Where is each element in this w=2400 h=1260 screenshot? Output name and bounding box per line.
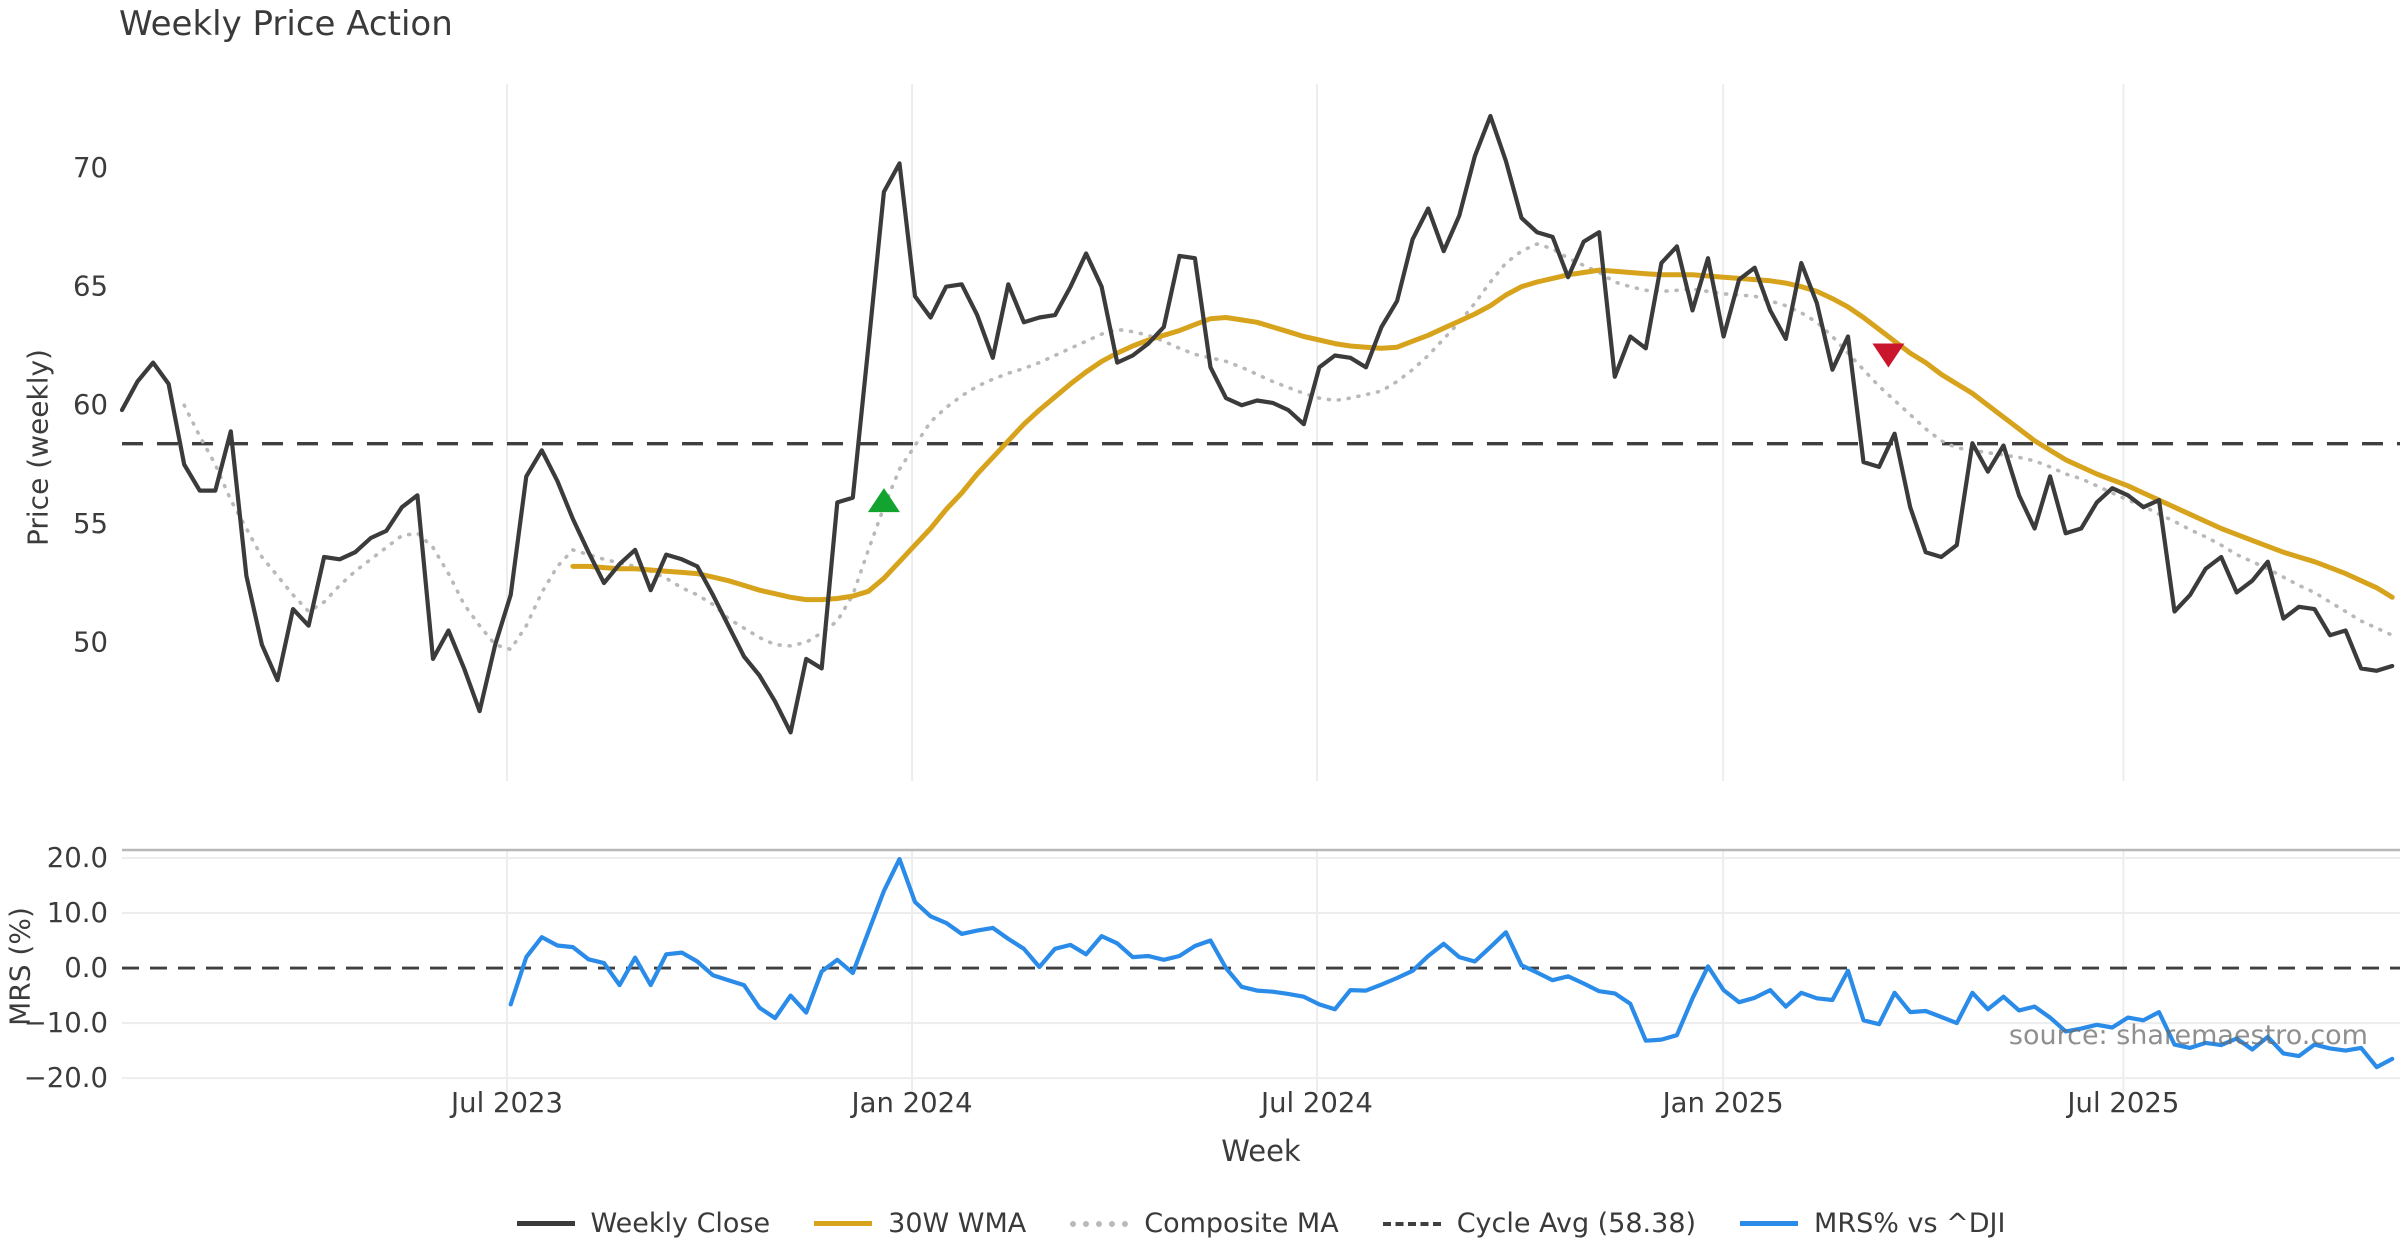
price-ytick-label: 60 [73,389,108,421]
price-ytick-label: 50 [73,626,108,658]
series-composite-ma-line [182,242,2394,652]
series-30w-wma-line [570,267,2395,603]
legend-item-cycle-avg-58-38: Cycle Avg (58.38) [1382,1208,1697,1239]
xtick-label: Jul 2024 [1259,1087,1373,1119]
xtick-label: Jan 2025 [1661,1087,1784,1119]
sell-signal-marker [1872,343,1905,368]
legend-swatch-mrs-vs-dji [1740,1221,1799,1226]
mrs-ytick-label: −20.0 [24,1062,108,1094]
legend-swatch-weekly-close [516,1221,575,1226]
series-weekly-close-line [119,113,2395,735]
legend-item-composite-ma: Composite MA [1070,1208,1339,1239]
legend-item-mrs-vs-dji: MRS% vs ^DJI [1740,1208,2005,1239]
mrs-ytick-label: 20.0 [47,842,108,874]
legend-swatch-cycle-avg-58-38 [1382,1221,1441,1226]
mrs-ytick-label: −10.0 [24,1007,108,1039]
price-axis-label: Price (weekly) [21,349,55,546]
xtick-label: Jul 2025 [2065,1087,2179,1119]
legend-label-mrs-vs-dji: MRS% vs ^DJI [1814,1208,2006,1239]
legend-item-weekly-close: Weekly Close [516,1208,771,1239]
legend-item-30w-wma: 30W WMA [814,1208,1026,1239]
price-ytick-label: 55 [73,508,108,540]
x-axis-label: Week [1221,1134,1301,1168]
price-ytick-label: 70 [73,152,108,184]
source-note: source: sharemaestro.com [2008,1020,2368,1051]
mrs-axis-label: MRS (%) [3,907,37,1026]
legend: Weekly Close 30W WMA Composite MA Cycle Avg… [122,1208,2400,1239]
legend-label-weekly-close: Weekly Close [590,1208,771,1239]
legend-label-30w-wma: 30W WMA [888,1208,1027,1239]
legend-label-cycle-avg-58-38: Cycle Avg (58.38) [1456,1208,1697,1239]
series-mrs-vs-dji-line [508,857,2395,1070]
buy-signal-marker [867,488,900,513]
legend-label-composite-ma: Composite MA [1144,1208,1339,1239]
xtick-label: Jan 2024 [850,1087,973,1119]
legend-swatch-composite-ma [1070,1220,1129,1227]
mrs-ytick-label: 10.0 [47,897,108,929]
mrs-ytick-label: 0.0 [64,952,108,984]
chart-title: Weekly Price Action [119,4,453,44]
legend-swatch-30w-wma [814,1221,873,1226]
xtick-label: Jul 2023 [449,1087,563,1119]
price-ytick-label: 65 [73,271,108,303]
